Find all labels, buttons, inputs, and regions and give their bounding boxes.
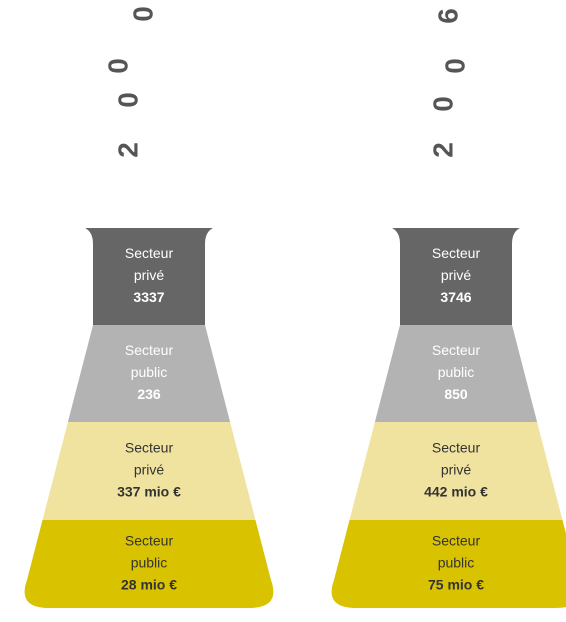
layer-value: 337 mio € (117, 484, 181, 500)
layer-label: Secteur (432, 342, 481, 358)
layer-label: privé (441, 267, 472, 283)
layer-label: public (131, 555, 168, 571)
layer-label: Secteur (125, 342, 174, 358)
layer-value: 75 mio € (428, 577, 484, 593)
layer-label: Secteur (432, 440, 481, 456)
layer-value: 236 (137, 386, 161, 402)
layer-label: Secteur (125, 245, 174, 261)
year-digit: 0 (427, 96, 458, 112)
flask: 2 0 0 6 Secteur privé 3746 Secteur public 850 Sect… (316, 8, 566, 612)
layer-value: 3746 (440, 289, 471, 305)
layer-value: 850 (444, 386, 468, 402)
layer-value: 28 mio € (121, 577, 177, 593)
year-digit: 0 (439, 58, 470, 74)
year-digit: 2 (427, 142, 458, 158)
layer-label: public (131, 364, 168, 380)
layer-label: Secteur (432, 533, 481, 549)
year-digit: 2 (112, 142, 143, 158)
layer-value: 3337 (133, 289, 164, 305)
layer-label: Secteur (125, 533, 174, 549)
layer-label: privé (134, 267, 165, 283)
year-digit: 6 (432, 8, 463, 24)
year-digit: 0 (127, 6, 158, 22)
flask: 2 0 0 0 Secteur privé 3337 Secteur public 236 Sect… (9, 6, 289, 612)
infographic: 2 0 0 0 Secteur privé 3337 Secteur public 236 Sect… (0, 0, 566, 622)
layer-label: public (438, 364, 475, 380)
layer-label: privé (134, 462, 165, 478)
layer-value: 442 mio € (424, 484, 488, 500)
layer-label: Secteur (125, 440, 174, 456)
year-digit: 0 (112, 92, 143, 108)
layer-label: public (438, 555, 475, 571)
layer-label: Secteur (432, 245, 481, 261)
year-digit: 0 (102, 58, 133, 74)
layer-label: privé (441, 462, 472, 478)
